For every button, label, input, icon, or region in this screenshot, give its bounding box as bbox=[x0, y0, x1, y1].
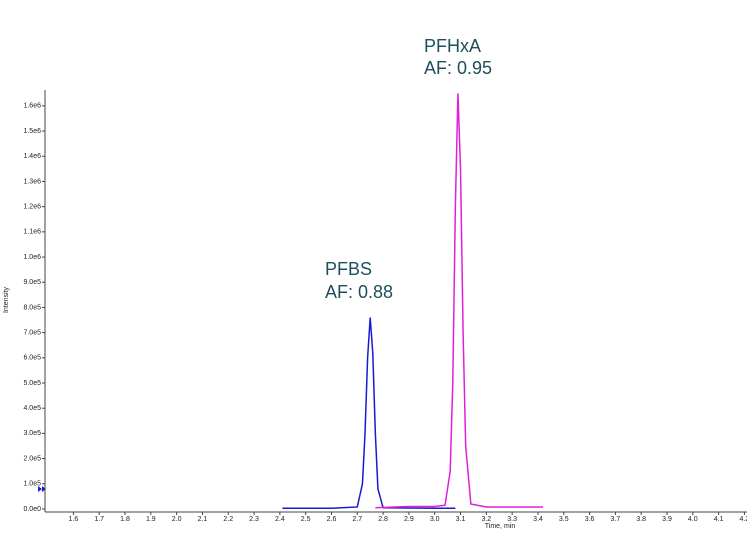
chromatogram-line bbox=[282, 317, 456, 509]
x-tick-label: 2.5 bbox=[301, 516, 311, 523]
x-tick-label: 2.9 bbox=[404, 516, 414, 523]
y-tick-label: 9.0e5 bbox=[23, 279, 41, 286]
x-tick-label: 3.1 bbox=[456, 516, 466, 523]
x-tick-label: 3.0 bbox=[430, 516, 440, 523]
chromatogram-line bbox=[375, 93, 544, 509]
x-axis-label: Time, min bbox=[485, 523, 516, 530]
x-tick-label: 3.4 bbox=[533, 516, 543, 523]
annotation: PFHxA bbox=[424, 36, 481, 56]
x-tick-label: 1.8 bbox=[120, 516, 130, 523]
y-tick-label: 1.1e6 bbox=[23, 229, 41, 236]
y-tick-label: 2.0e5 bbox=[23, 455, 41, 462]
x-tick-label: 3.3 bbox=[507, 516, 517, 523]
x-tick-label: 3.2 bbox=[481, 516, 491, 523]
y-tick-label: 1.2e6 bbox=[23, 203, 41, 210]
y-tick-label: 8.0e5 bbox=[23, 304, 41, 311]
x-tick-label: 2.6 bbox=[327, 516, 337, 523]
y-tick-label: 1.6e6 bbox=[23, 103, 41, 110]
y-tick-label: 0.0e0 bbox=[23, 506, 41, 513]
x-tick-label: 2.3 bbox=[249, 516, 259, 523]
x-tick-label: 4.1 bbox=[714, 516, 724, 523]
y-axis-label: Intensity bbox=[3, 286, 10, 313]
x-tick-label: 1.9 bbox=[146, 516, 156, 523]
x-tick-label: 1.7 bbox=[94, 516, 104, 523]
marker-icon bbox=[38, 486, 46, 492]
y-tick-label: 1.0e5 bbox=[23, 481, 41, 488]
annotation: AF: 0.88 bbox=[325, 282, 393, 302]
y-tick-label: 7.0e5 bbox=[23, 329, 41, 336]
x-tick-label: 2.7 bbox=[352, 516, 362, 523]
x-tick-label: 2.4 bbox=[275, 516, 285, 523]
x-tick-label: 3.5 bbox=[559, 516, 569, 523]
annotation: PFBS bbox=[325, 259, 372, 279]
y-tick-label: 3.0e5 bbox=[23, 430, 41, 437]
x-tick-label: 4.0 bbox=[688, 516, 698, 523]
x-tick-label: 3.8 bbox=[636, 516, 646, 523]
y-tick-label: 4.0e5 bbox=[23, 405, 41, 412]
x-tick-label: 3.6 bbox=[585, 516, 595, 523]
y-tick-label: 1.0e6 bbox=[23, 254, 41, 261]
y-tick-label: 6.0e5 bbox=[23, 355, 41, 362]
y-tick-label: 5.0e5 bbox=[23, 380, 41, 387]
x-tick-label: 3.7 bbox=[611, 516, 621, 523]
x-tick-label: 2.0 bbox=[172, 516, 182, 523]
x-tick-label: 2.8 bbox=[378, 516, 388, 523]
x-tick-label: 4.2 bbox=[740, 516, 747, 523]
x-tick-label: 3.9 bbox=[662, 516, 672, 523]
y-tick-label: 1.4e6 bbox=[23, 153, 41, 160]
y-tick-label: 1.5e6 bbox=[23, 128, 41, 135]
x-tick-label: 2.1 bbox=[198, 516, 208, 523]
x-tick-label: 2.2 bbox=[223, 516, 233, 523]
y-tick-label: 1.3e6 bbox=[23, 178, 41, 185]
x-tick-label: 1.6 bbox=[69, 516, 79, 523]
annotation: AF: 0.95 bbox=[424, 58, 492, 78]
